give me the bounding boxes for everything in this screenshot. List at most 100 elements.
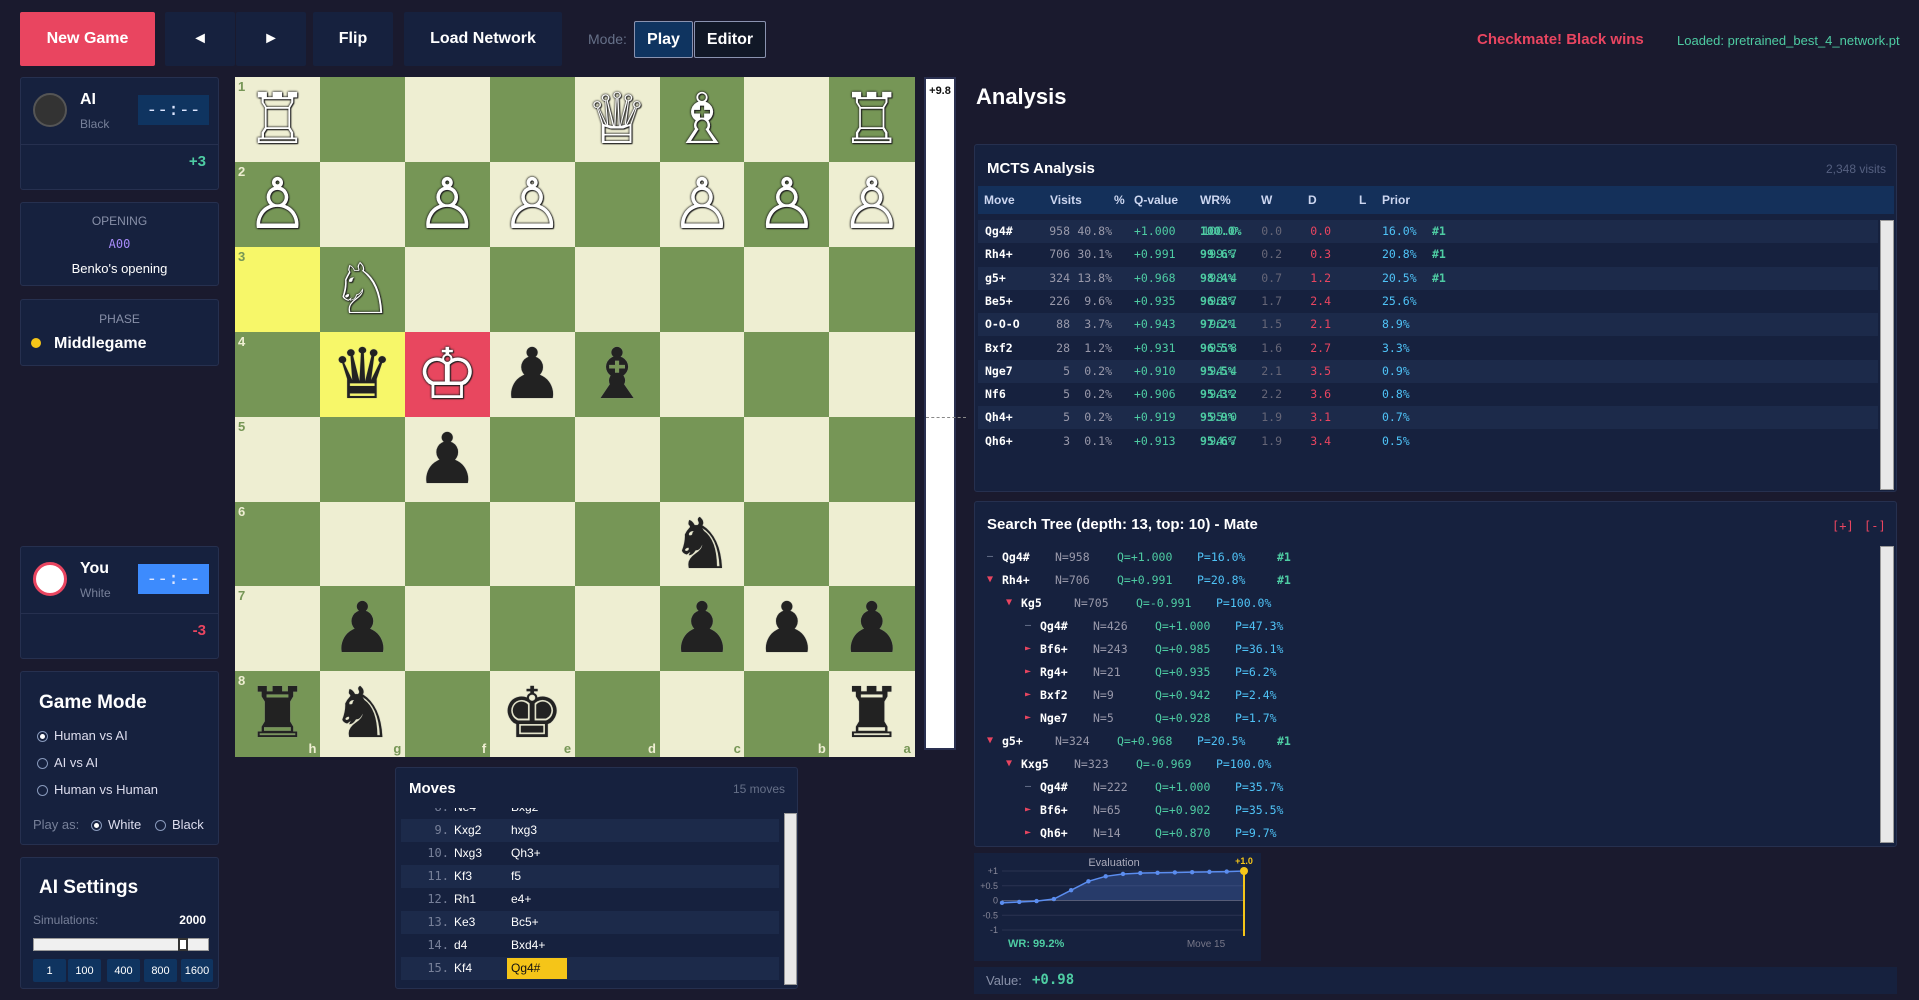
piece[interactable]: ♟ xyxy=(840,587,904,670)
square[interactable] xyxy=(404,77,491,163)
toolbar-button[interactable]: Flip xyxy=(313,12,393,66)
square[interactable] xyxy=(319,416,406,502)
piece[interactable]: ♞ xyxy=(330,672,394,755)
piece[interactable]: ♖ xyxy=(840,78,904,160)
tree-node[interactable]: ► Qh6+ N=14 Q=+0.870 P=9.7% xyxy=(1025,822,1425,844)
tree-node[interactable]: ▼ Kg5 N=705 Q=-0.991 P=100.0% xyxy=(1006,592,1406,614)
tree-node[interactable]: ► Bxf2 N=9 Q=+0.942 P=2.4% xyxy=(1025,684,1425,706)
move-row[interactable]: 14. d4 Bxd4+ xyxy=(401,934,779,957)
mcts-row[interactable]: Bxf2 28 1.2% +0.931 96.5% 95.8 1.6 2.7 3.3% xyxy=(978,336,1878,360)
preset-button[interactable]: 1600 xyxy=(181,959,213,982)
square[interactable] xyxy=(574,161,660,248)
piece[interactable]: ♔ xyxy=(415,332,479,415)
piece[interactable]: ♖ xyxy=(246,78,309,160)
square[interactable]: e ♚ xyxy=(489,671,576,757)
radio[interactable] xyxy=(37,758,48,769)
preset-button[interactable]: 400 xyxy=(107,959,140,982)
square[interactable] xyxy=(659,416,745,502)
mcts-row[interactable]: Nf6 5 0.2% +0.906 95.3% 94.2 2.2 3.6 0.8% xyxy=(978,383,1878,407)
square[interactable]: ♟ xyxy=(744,586,830,672)
mcts-row[interactable]: Be5+ 226 9.6% +0.935 96.8% 96.7 1.7 2.4 25.6% xyxy=(978,289,1878,313)
square[interactable]: 6 xyxy=(235,501,321,587)
mode-option[interactable]: Human vs Human xyxy=(54,782,159,797)
piece[interactable]: ♝ xyxy=(585,332,649,415)
square[interactable]: ♙ xyxy=(829,161,915,248)
square[interactable] xyxy=(319,161,406,248)
square[interactable] xyxy=(659,246,745,333)
tree-node[interactable]: – Qg4# N=426 Q=+1.000 P=47.3% xyxy=(1025,615,1425,637)
mcts-row[interactable]: O-O-O 88 3.7% +0.943 97.2% 96.1 1.5 2.1 8.9% xyxy=(978,313,1878,337)
mode-option[interactable]: AI vs AI xyxy=(54,755,99,770)
move-row[interactable]: 8. Ne4 Bxg2 xyxy=(401,808,779,819)
square[interactable] xyxy=(489,246,576,333)
move-row[interactable]: 11. Kf3 f5 xyxy=(401,865,779,888)
square[interactable] xyxy=(829,246,915,333)
preset-button[interactable]: 1 xyxy=(33,959,66,982)
piece[interactable]: ♞ xyxy=(670,502,734,585)
radio[interactable] xyxy=(91,820,102,831)
piece[interactable]: ♕ xyxy=(585,78,649,160)
piece[interactable]: ♟ xyxy=(500,332,564,415)
piece[interactable]: ♛ xyxy=(330,332,394,415)
square[interactable]: ♟ xyxy=(659,586,745,672)
square[interactable]: 2 ♙ xyxy=(235,161,321,248)
square[interactable] xyxy=(744,331,830,418)
mcts-row[interactable]: Rh4+ 706 30.1% +0.991 99.6% 99.7 0.2 0.3 20.8% #1 xyxy=(978,243,1878,267)
square[interactable]: 7 xyxy=(235,586,321,672)
mcts-row[interactable]: g5+ 324 13.8% +0.968 98.4% 98.4 0.7 1.2 20.5% #1 xyxy=(978,266,1878,290)
slider-thumb[interactable] xyxy=(178,938,188,951)
play-as-option[interactable]: White xyxy=(108,817,142,832)
square[interactable] xyxy=(574,416,660,502)
piece[interactable]: ♙ xyxy=(246,162,309,245)
square[interactable]: 4 xyxy=(235,331,321,418)
square[interactable]: 3 xyxy=(235,246,321,333)
square[interactable] xyxy=(489,586,576,672)
square[interactable]: 5 xyxy=(235,416,321,502)
preset-button[interactable]: 100 xyxy=(68,959,101,982)
tree-node[interactable]: ► Nge7 N=5 Q=+0.928 P=1.7% xyxy=(1025,707,1425,729)
square[interactable]: ♙ xyxy=(489,161,576,248)
toolbar-button[interactable]: ► xyxy=(236,12,306,66)
square[interactable] xyxy=(319,501,406,587)
piece[interactable]: ♟ xyxy=(415,417,479,500)
move-row[interactable]: 9. Kxg2 hxg3 xyxy=(401,819,779,842)
piece[interactable]: ♟ xyxy=(330,587,394,670)
piece[interactable]: ♟ xyxy=(755,587,819,670)
square[interactable] xyxy=(829,501,915,587)
slider-track[interactable] xyxy=(33,938,209,951)
square[interactable]: a ♜ xyxy=(829,671,915,757)
square[interactable]: b xyxy=(744,671,830,757)
mcts-row[interactable]: Qg4# 958 40.8% +1.000 100.0% 100.0 0.0 0.0 16.0%… xyxy=(978,220,1878,243)
move-row[interactable]: 12. Rh1 e4+ xyxy=(401,888,779,911)
square[interactable]: ♙ xyxy=(659,161,745,248)
mode-option[interactable]: Human vs AI xyxy=(54,728,128,743)
toolbar-button[interactable]: Load Network xyxy=(404,12,562,66)
toolbar-button[interactable]: ◄ xyxy=(165,12,235,66)
collapse-all[interactable]: [-] xyxy=(1864,519,1886,533)
square[interactable]: ♕ xyxy=(574,77,660,163)
tree-node[interactable]: ► Rg4+ N=21 Q=+0.935 P=6.2% xyxy=(1025,661,1425,683)
square[interactable]: ♗ xyxy=(659,77,745,163)
scrollbar[interactable] xyxy=(1880,220,1894,490)
piece[interactable]: ♙ xyxy=(840,162,904,245)
piece[interactable]: ♚ xyxy=(500,672,564,755)
piece[interactable]: ♘ xyxy=(330,247,394,330)
square[interactable]: 1 ♖ xyxy=(235,77,321,163)
square[interactable] xyxy=(829,416,915,502)
tree-node[interactable]: ▼ Rh4+ N=706 Q=+0.991 P=20.8% #1 xyxy=(987,569,1387,591)
mode-button[interactable]: Play xyxy=(634,21,693,58)
square[interactable] xyxy=(574,501,660,587)
mcts-row[interactable]: Qh6+ 3 0.1% +0.913 95.6% 94.7 1.9 3.4 0.5% xyxy=(978,429,1878,453)
square[interactable]: ♖ xyxy=(829,77,915,163)
square[interactable] xyxy=(744,246,830,333)
piece[interactable]: ♙ xyxy=(500,162,564,245)
square[interactable] xyxy=(404,586,491,672)
square[interactable] xyxy=(744,77,830,163)
square[interactable]: ♟ xyxy=(829,586,915,672)
mode-button[interactable]: Editor xyxy=(694,21,766,58)
piece[interactable]: ♙ xyxy=(670,162,734,245)
square[interactable] xyxy=(574,586,660,672)
square[interactable]: ♞ xyxy=(659,501,745,587)
square[interactable] xyxy=(489,416,576,502)
square[interactable]: g ♞ xyxy=(319,671,406,757)
